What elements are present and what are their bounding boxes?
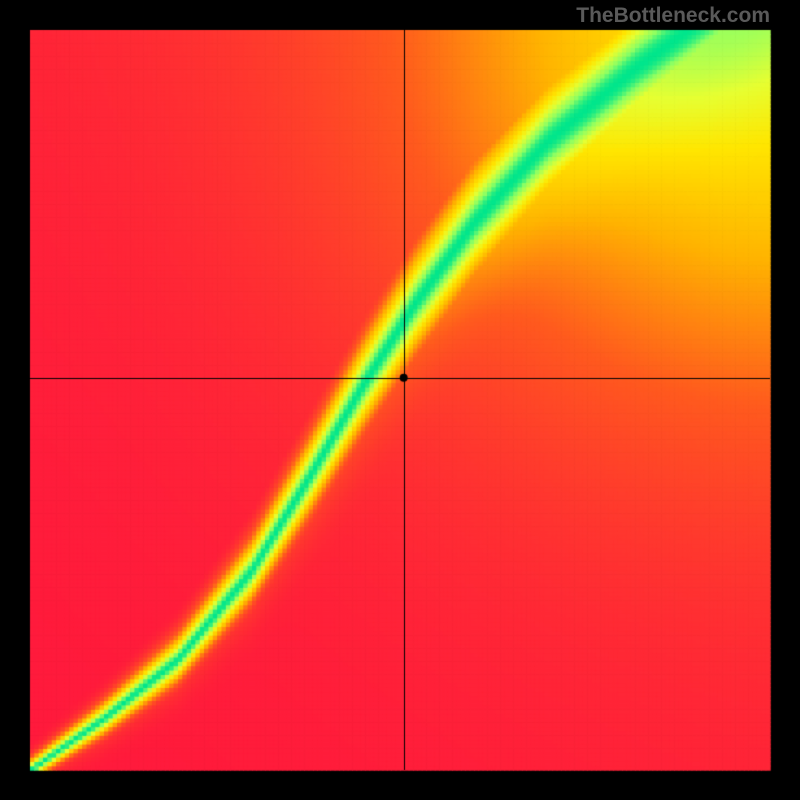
watermark-text: TheBottleneck.com xyxy=(576,4,770,28)
chart-container: TheBottleneck.com xyxy=(0,0,800,800)
bottleneck-heatmap xyxy=(0,0,800,800)
